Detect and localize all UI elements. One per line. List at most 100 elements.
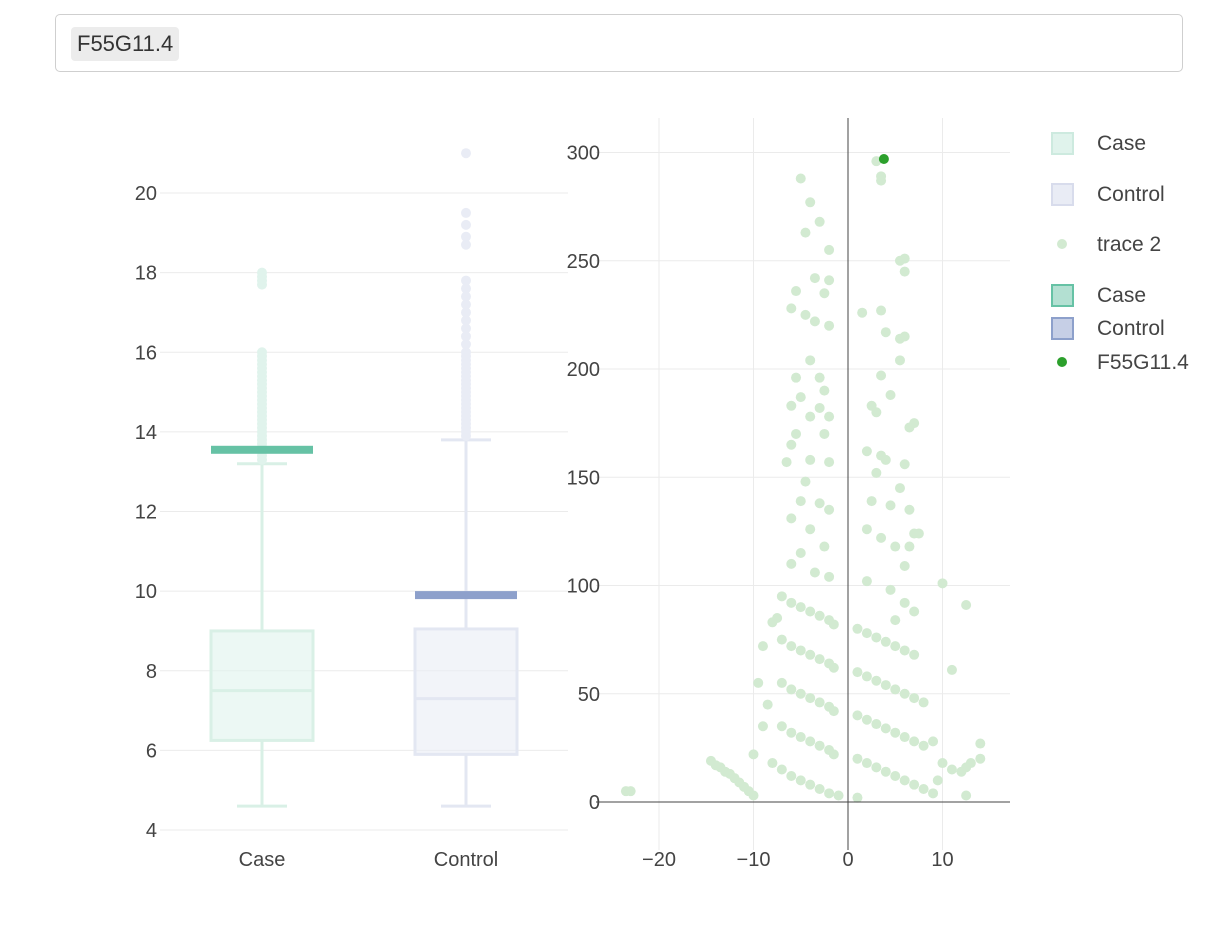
scatter-point xyxy=(824,788,835,799)
scatter-point xyxy=(819,288,830,299)
scatter-point xyxy=(909,736,920,747)
scatter-point xyxy=(781,457,792,468)
scatter-point xyxy=(824,504,835,515)
gene-search-box[interactable]: F55G11.4 xyxy=(55,14,1183,72)
scatter-point xyxy=(795,496,806,507)
scatter-point xyxy=(890,615,901,626)
scatter-point xyxy=(861,758,872,769)
legend-symbol-box xyxy=(1051,284,1074,307)
scatter-point xyxy=(762,699,773,710)
legend-item-label: Case xyxy=(1097,284,1146,307)
scatter-point xyxy=(904,504,915,515)
scatter-point xyxy=(791,428,802,439)
scatter-y-tick-label: 200 xyxy=(567,359,600,381)
box-highlight-marker-control xyxy=(415,591,517,600)
scatter-point xyxy=(932,775,943,786)
box-outlier-point xyxy=(461,347,471,358)
scatter-point xyxy=(814,216,825,227)
scatter-point xyxy=(890,541,901,552)
scatter-point xyxy=(899,459,910,470)
box-y-tick-label: 16 xyxy=(135,342,157,364)
box-outlier-point xyxy=(257,267,267,278)
scatter-point xyxy=(795,688,806,699)
scatter-point xyxy=(871,762,882,773)
scatter-point xyxy=(975,753,986,764)
scatter-point xyxy=(876,305,887,316)
scatter-point xyxy=(894,483,905,494)
scatter-point xyxy=(880,327,891,338)
legend-item-label: Case xyxy=(1097,132,1146,155)
box-outlier-point xyxy=(257,347,267,358)
scatter-point xyxy=(965,758,976,769)
legend-item-label: trace 2 xyxy=(1097,233,1161,256)
scatter-point xyxy=(852,710,863,721)
box-y-tick-label: 12 xyxy=(135,502,157,524)
box-outlier-point xyxy=(461,239,471,250)
scatter-x-tick-label: −10 xyxy=(737,849,771,871)
scatter-point xyxy=(791,286,802,297)
selected-gene-token[interactable]: F55G11.4 xyxy=(71,27,180,61)
scatter-point xyxy=(909,606,920,617)
scatter-point xyxy=(899,597,910,608)
box-outlier-point xyxy=(461,323,471,334)
box-outlier-point xyxy=(461,291,471,302)
scatter-point xyxy=(814,610,825,621)
scatter-point xyxy=(814,372,825,383)
box-iqr-control xyxy=(413,627,519,756)
scatter-point xyxy=(757,721,768,732)
legend-symbol-box xyxy=(1051,132,1074,155)
box-y-tick-label: 6 xyxy=(146,740,157,762)
scatter-point xyxy=(876,370,887,381)
scatter-point xyxy=(753,677,764,688)
scatter-point xyxy=(885,584,896,595)
scatter-point xyxy=(885,500,896,511)
scatter-point xyxy=(890,771,901,782)
scatter-x-tick-label: 10 xyxy=(931,849,953,871)
scatter-point xyxy=(814,697,825,708)
legend-item-label: F55G11.4 xyxy=(1097,351,1189,374)
legend-symbol-dot xyxy=(1057,239,1067,249)
box-y-tick-label: 14 xyxy=(135,422,157,444)
scatter-point xyxy=(861,671,872,682)
scatter-point xyxy=(625,786,636,797)
scatter-point xyxy=(786,439,797,450)
box-x-tick-label: Case xyxy=(239,849,286,871)
scatter-point xyxy=(961,790,972,801)
box-outlier-point xyxy=(461,219,471,230)
scatter-point xyxy=(814,740,825,751)
scatter-point xyxy=(828,706,839,717)
scatter-point xyxy=(800,227,811,238)
scatter-point xyxy=(814,498,825,509)
scatter-point xyxy=(899,561,910,572)
scatter-point xyxy=(767,617,778,628)
scatter-point xyxy=(786,771,797,782)
scatter-point xyxy=(937,758,948,769)
scatter-y-tick-label: 300 xyxy=(567,143,600,165)
scatter-point xyxy=(852,753,863,764)
scatter-point xyxy=(894,255,905,266)
scatter-point xyxy=(776,721,787,732)
scatter-point xyxy=(871,156,882,167)
box-y-tick-label: 4 xyxy=(146,820,157,842)
scatter-point xyxy=(894,333,905,344)
scatter-point xyxy=(885,389,896,400)
scatter-x-tick-label: 0 xyxy=(842,849,853,871)
scatter-point xyxy=(961,599,972,610)
scatter-point xyxy=(909,649,920,660)
scatter-point xyxy=(899,775,910,786)
scatter-point xyxy=(805,411,816,422)
scatter-y-tick-label: 100 xyxy=(567,576,600,598)
scatter-point xyxy=(880,636,891,647)
scatter-point xyxy=(786,558,797,569)
scatter-point xyxy=(748,749,759,760)
scatter-point xyxy=(795,602,806,613)
scatter-point xyxy=(814,784,825,795)
scatter-point xyxy=(876,532,887,543)
scatter-point xyxy=(786,513,797,524)
scatter-point xyxy=(871,719,882,730)
scatter-point xyxy=(805,197,816,208)
scatter-point xyxy=(791,372,802,383)
scatter-point xyxy=(786,303,797,314)
scatter-point xyxy=(946,764,957,775)
